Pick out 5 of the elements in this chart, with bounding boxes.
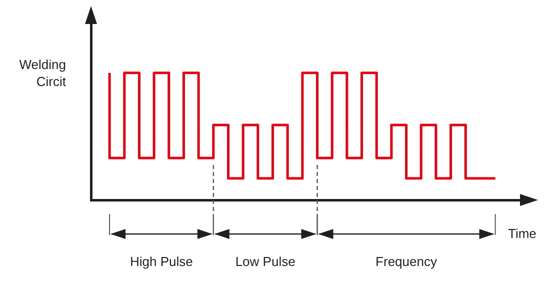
y-axis-title: Welding Circit xyxy=(18,56,66,90)
text: High Pulse xyxy=(129,254,194,269)
x-axis-title: Time xyxy=(508,226,536,241)
text: Frequency xyxy=(374,254,438,269)
text: Low Pulse xyxy=(234,254,296,269)
